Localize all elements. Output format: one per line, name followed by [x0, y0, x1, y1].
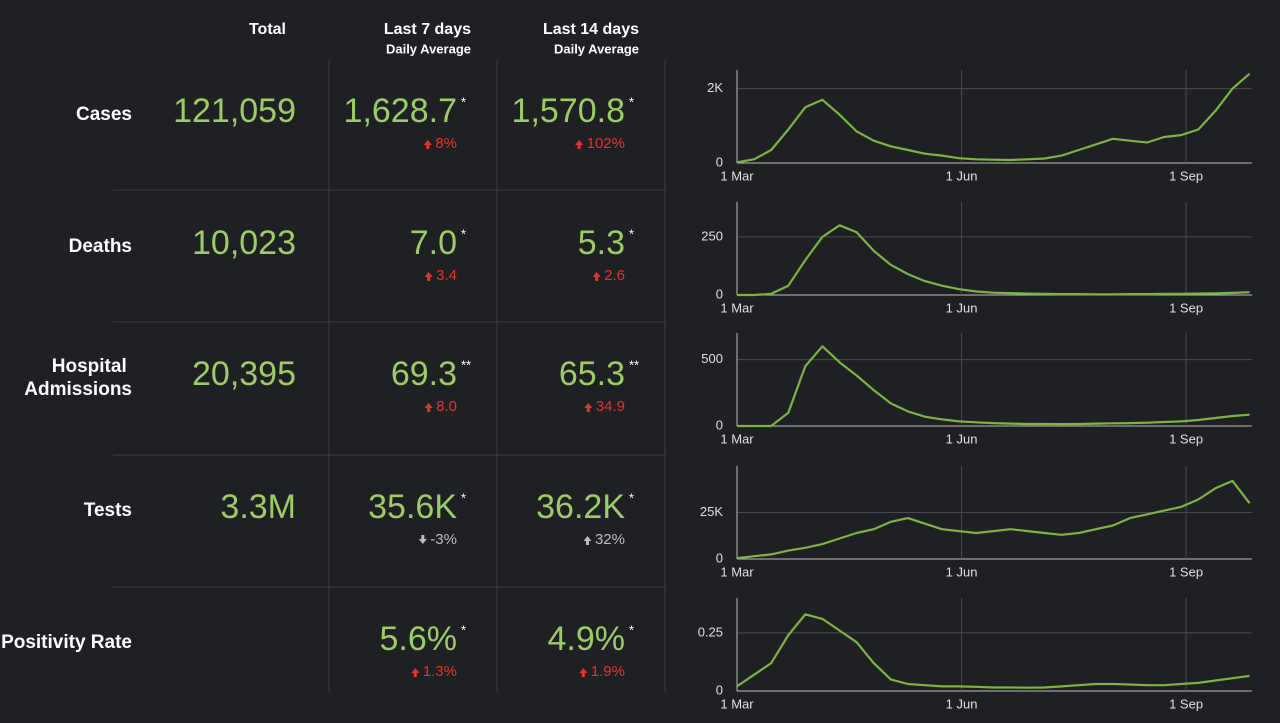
row-label: Hospital Admissions	[24, 356, 132, 400]
average-value: 4.9%	[548, 620, 626, 658]
x-tick-label: 1 Sep	[1169, 168, 1203, 183]
footnote-mark: *	[461, 490, 466, 505]
trend-arrow	[583, 536, 592, 545]
average-value: 65.3	[559, 355, 625, 393]
average-value: 1,570.8	[512, 92, 625, 130]
x-tick-label: 1 Sep	[1169, 696, 1203, 711]
x-tick-label: 1 Mar	[720, 168, 754, 183]
footnote-mark: *	[461, 622, 466, 637]
y-tick-label: 0.25	[698, 624, 723, 639]
average-value: 5.3	[578, 224, 625, 262]
x-tick-label: 1 Jun	[946, 300, 978, 315]
change-value: 2.6	[604, 267, 625, 284]
x-tick-label: 1 Sep	[1169, 431, 1203, 446]
trend-arrow	[575, 140, 584, 149]
change-value: -3%	[430, 531, 457, 548]
trend-line	[736, 613, 1250, 689]
header-last7: Last 7 days	[384, 21, 471, 38]
x-tick-label: 1 Mar	[720, 300, 754, 315]
total-value: 3.3M	[220, 488, 296, 526]
average-value: 69.3	[391, 355, 457, 393]
y-tick-label: 0	[716, 154, 723, 169]
y-tick-label: 0	[716, 550, 723, 565]
y-tick-label: 500	[701, 351, 723, 366]
row-label: Deaths	[69, 236, 132, 257]
trend-line	[737, 224, 1250, 297]
trend-arrow	[584, 403, 593, 412]
change-value: 1.3%	[423, 663, 457, 680]
x-tick-label: 1 Mar	[720, 564, 754, 579]
x-tick-label: 1 Jun	[946, 696, 978, 711]
header-total: Total	[249, 21, 286, 38]
average-value: 1,628.7	[344, 92, 457, 130]
x-tick-label: 1 Jun	[946, 564, 978, 579]
change-value: 8.0	[436, 398, 457, 415]
y-tick-label: 0	[716, 286, 723, 301]
trend-line	[736, 72, 1251, 164]
x-tick-label: 1 Sep	[1169, 564, 1203, 579]
footnote-mark: *	[629, 226, 634, 241]
x-tick-label: 1 Mar	[720, 431, 754, 446]
table-lines	[113, 60, 666, 692]
change-value: 3.4	[436, 267, 457, 284]
footnote-mark: **	[461, 357, 471, 372]
header-last7-sub: Daily Average	[386, 41, 471, 56]
average-value: 35.6K	[368, 488, 457, 526]
header-last14: Last 14 days	[543, 21, 639, 38]
trend-arrow	[579, 668, 588, 677]
row-label: Tests	[84, 500, 132, 521]
change-value: 32%	[595, 531, 625, 548]
trend-line	[736, 479, 1251, 560]
trend-arrow	[424, 403, 433, 412]
footnote-mark: *	[461, 226, 466, 241]
average-value: 5.6%	[380, 620, 458, 658]
footnote-mark: **	[629, 357, 639, 372]
footnote-mark: *	[629, 622, 634, 637]
y-tick-label: 0	[716, 417, 723, 432]
total-value: 10,023	[192, 224, 296, 262]
y-tick-label: 250	[701, 228, 723, 243]
total-value: 20,395	[192, 355, 296, 393]
x-tick-label: 1 Jun	[946, 431, 978, 446]
header-last14-sub: Daily Average	[554, 41, 639, 56]
trend-arrow	[424, 272, 433, 281]
change-value: 102%	[587, 135, 625, 152]
average-value: 7.0	[410, 224, 457, 262]
footnote-mark: *	[629, 94, 634, 109]
row-label: Positivity Rate	[1, 632, 132, 653]
change-value: 8%	[435, 135, 457, 152]
average-value: 36.2K	[536, 488, 625, 526]
footnote-mark: *	[461, 94, 466, 109]
y-tick-label: 25K	[700, 504, 723, 519]
y-tick-label: 2K	[707, 80, 723, 95]
total-value: 121,059	[173, 92, 296, 130]
change-value: 1.9%	[591, 663, 625, 680]
change-value: 34.9	[596, 398, 625, 415]
x-tick-label: 1 Sep	[1169, 300, 1203, 315]
trend-line	[737, 345, 1250, 428]
footnote-mark: *	[629, 490, 634, 505]
row-label: Cases	[76, 104, 132, 125]
trend-arrow	[423, 140, 432, 149]
trend-arrow	[592, 272, 601, 281]
trend-arrow	[411, 668, 420, 677]
x-tick-label: 1 Mar	[720, 696, 754, 711]
y-tick-label: 0	[716, 682, 723, 697]
x-tick-label: 1 Jun	[946, 168, 978, 183]
trend-arrow	[418, 535, 427, 544]
